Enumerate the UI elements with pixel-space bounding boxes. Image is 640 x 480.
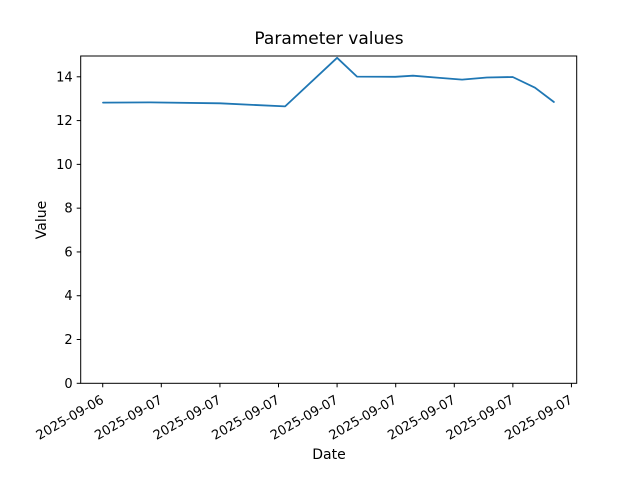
chart-title: Parameter values (254, 29, 404, 49)
y-tick-label: 12 (56, 114, 73, 129)
y-tick-label: 10 (56, 158, 73, 173)
y-tick-label: 0 (64, 377, 72, 392)
data-line (102, 56, 555, 108)
y-tick-label: 4 (64, 289, 72, 304)
y-tick-label: 8 (64, 202, 72, 217)
plot-border (80, 55, 578, 384)
x-axis-label: Date (312, 447, 346, 463)
y-axis-label: Value (34, 200, 50, 240)
y-tick-label: 2 (64, 333, 72, 348)
y-tick-label: 14 (56, 70, 73, 85)
y-tick-label: 6 (64, 245, 72, 260)
